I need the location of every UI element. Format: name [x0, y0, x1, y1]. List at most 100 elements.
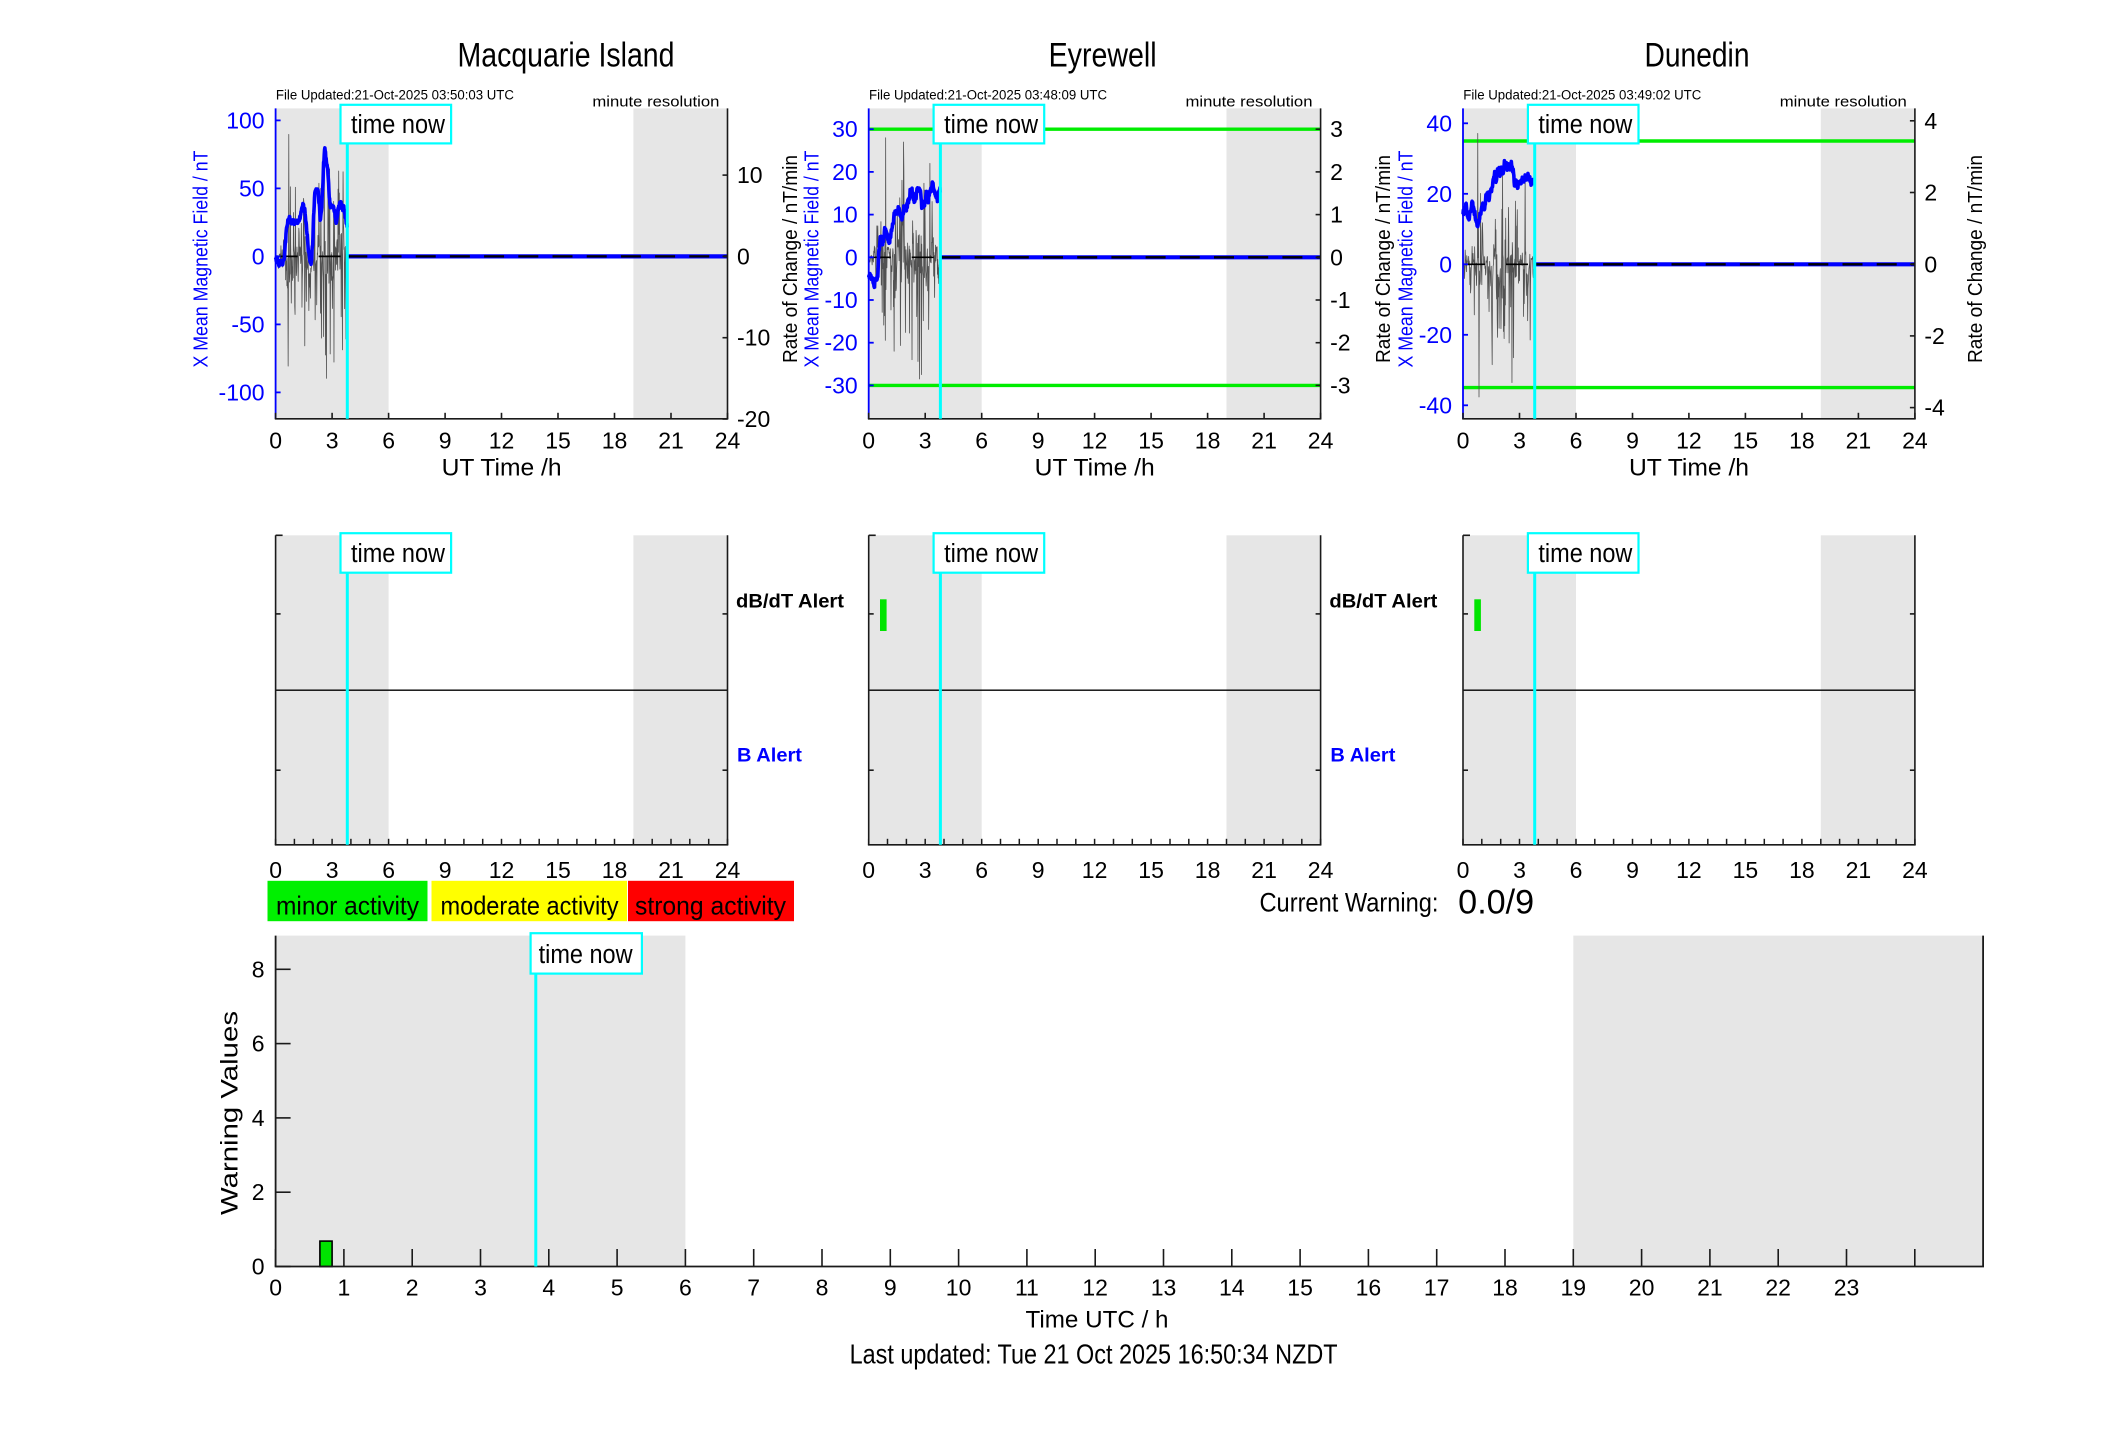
- svg-text:-20: -20: [737, 406, 770, 432]
- svg-text:6: 6: [382, 857, 395, 883]
- svg-text:-10: -10: [737, 325, 770, 351]
- svg-text:19: 19: [1561, 1274, 1587, 1300]
- svg-text:12: 12: [1676, 428, 1702, 454]
- svg-text:Rate of Change / nT/min: Rate of Change / nT/min: [779, 155, 802, 363]
- svg-text:9: 9: [884, 1274, 897, 1300]
- svg-text:18: 18: [1195, 428, 1221, 454]
- svg-text:21: 21: [1846, 428, 1872, 454]
- svg-text:6: 6: [382, 428, 395, 454]
- svg-text:12: 12: [1082, 428, 1108, 454]
- svg-text:20: 20: [1426, 181, 1452, 207]
- svg-text:24: 24: [1902, 428, 1928, 454]
- svg-text:15: 15: [1138, 428, 1164, 454]
- svg-text:Rate of Change / nT/min: Rate of Change / nT/min: [1372, 155, 1395, 363]
- svg-text:6: 6: [1570, 428, 1583, 454]
- svg-text:18: 18: [602, 428, 628, 454]
- svg-text:21: 21: [1846, 857, 1872, 883]
- svg-text:-1: -1: [1330, 287, 1350, 313]
- svg-text:minute resolution: minute resolution: [592, 94, 719, 111]
- svg-text:minute resolution: minute resolution: [1186, 94, 1313, 111]
- svg-text:-50: -50: [231, 311, 264, 337]
- svg-text:0: 0: [269, 1274, 282, 1300]
- svg-text:15: 15: [1733, 428, 1759, 454]
- svg-text:UT Time /h: UT Time /h: [442, 454, 562, 481]
- svg-text:0: 0: [269, 428, 282, 454]
- svg-text:Macquarie Island: Macquarie Island: [458, 37, 675, 75]
- svg-text:time now: time now: [944, 111, 1039, 139]
- svg-text:Dunedin: Dunedin: [1645, 37, 1750, 75]
- svg-text:30: 30: [832, 116, 858, 142]
- svg-text:22: 22: [1765, 1274, 1791, 1300]
- svg-text:8: 8: [816, 1274, 829, 1300]
- svg-text:18: 18: [1195, 857, 1221, 883]
- svg-text:0: 0: [252, 1254, 265, 1280]
- svg-text:20: 20: [832, 159, 858, 185]
- svg-text:Last updated: Tue 21 Oct 2025: Last updated: Tue 21 Oct 2025 16:50:34 N…: [850, 1338, 1338, 1369]
- svg-text:moderate activity: moderate activity: [441, 890, 619, 920]
- svg-text:15: 15: [545, 857, 571, 883]
- svg-text:15: 15: [1287, 1274, 1313, 1300]
- svg-text:10: 10: [737, 162, 763, 188]
- svg-text:9: 9: [439, 857, 452, 883]
- svg-text:dB/dT Alert: dB/dT Alert: [1329, 590, 1438, 612]
- svg-text:6: 6: [252, 1031, 265, 1057]
- svg-text:-4: -4: [1924, 395, 1945, 421]
- svg-text:-3: -3: [1330, 372, 1350, 398]
- svg-text:0: 0: [862, 857, 875, 883]
- svg-text:6: 6: [975, 857, 988, 883]
- svg-text:File Updated:21-Oct-2025 03:49: File Updated:21-Oct-2025 03:49:02 UTC: [1463, 88, 1701, 104]
- svg-text:time now: time now: [944, 540, 1039, 568]
- svg-text:-2: -2: [1924, 323, 1944, 349]
- svg-text:10: 10: [946, 1274, 972, 1300]
- svg-text:Time UTC / h: Time UTC / h: [1026, 1307, 1169, 1334]
- svg-text:9: 9: [1032, 428, 1045, 454]
- svg-text:3: 3: [1513, 428, 1526, 454]
- svg-text:24: 24: [1308, 428, 1334, 454]
- svg-text:18: 18: [1789, 428, 1815, 454]
- svg-text:0: 0: [1457, 428, 1470, 454]
- svg-text:Eyrewell: Eyrewell: [1049, 37, 1157, 75]
- svg-text:0: 0: [1330, 244, 1343, 270]
- svg-text:0: 0: [845, 244, 858, 270]
- svg-text:21: 21: [1251, 857, 1277, 883]
- svg-text:time now: time now: [1538, 540, 1633, 568]
- svg-text:1: 1: [338, 1274, 351, 1300]
- svg-text:0: 0: [1457, 857, 1470, 883]
- svg-text:time now: time now: [351, 540, 446, 568]
- svg-text:2: 2: [1330, 159, 1343, 185]
- svg-text:9: 9: [1032, 857, 1045, 883]
- svg-text:Warning Values: Warning Values: [217, 1011, 244, 1215]
- svg-text:12: 12: [1082, 1274, 1108, 1300]
- svg-text:24: 24: [715, 428, 741, 454]
- svg-text:11: 11: [1015, 1274, 1039, 1300]
- svg-text:3: 3: [919, 857, 932, 883]
- svg-text:3: 3: [1513, 857, 1526, 883]
- svg-text:50: 50: [239, 175, 265, 201]
- svg-text:4: 4: [252, 1105, 265, 1131]
- svg-text:8: 8: [252, 956, 265, 982]
- svg-text:21: 21: [658, 428, 684, 454]
- svg-text:UT Time /h: UT Time /h: [1035, 454, 1155, 481]
- svg-text:3: 3: [326, 428, 339, 454]
- svg-text:-100: -100: [219, 379, 265, 405]
- svg-text:time now: time now: [1538, 111, 1633, 139]
- svg-text:23: 23: [1834, 1274, 1860, 1300]
- svg-text:3: 3: [919, 428, 932, 454]
- svg-text:-10: -10: [824, 287, 857, 313]
- svg-text:UT Time /h: UT Time /h: [1629, 454, 1749, 481]
- svg-text:4: 4: [1924, 108, 1937, 134]
- svg-text:15: 15: [1733, 857, 1759, 883]
- svg-text:12: 12: [489, 857, 515, 883]
- svg-text:X Mean Magnetic Field / nT: X Mean Magnetic Field / nT: [190, 150, 213, 367]
- svg-text:dB/dT Alert: dB/dT Alert: [736, 590, 845, 612]
- svg-text:-20: -20: [1419, 322, 1452, 348]
- svg-text:2: 2: [1924, 180, 1937, 206]
- svg-text:-30: -30: [824, 372, 857, 398]
- svg-text:6: 6: [975, 428, 988, 454]
- svg-text:minor activity: minor activity: [276, 890, 419, 920]
- svg-text:time now: time now: [351, 111, 446, 139]
- svg-text:minute resolution: minute resolution: [1780, 94, 1907, 111]
- svg-text:9: 9: [1626, 428, 1639, 454]
- svg-text:strong activity: strong activity: [635, 890, 786, 920]
- svg-text:0.0/9: 0.0/9: [1458, 884, 1534, 922]
